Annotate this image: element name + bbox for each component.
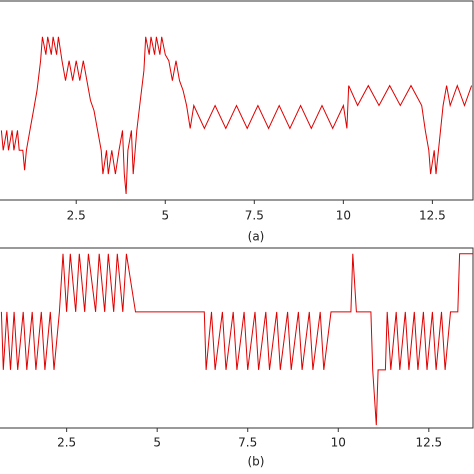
x-tick-label: 10 — [336, 209, 351, 223]
panel-caption: (b) — [248, 455, 265, 469]
x-tick-label: 7.5 — [238, 436, 257, 450]
plot-frame — [0, 0, 474, 201]
x-tick-label: 10 — [331, 436, 346, 450]
x-tick-label: 7.5 — [245, 209, 264, 223]
x-tick-label: 2.5 — [57, 436, 76, 450]
x-tick-label: 12.5 — [415, 436, 442, 450]
x-tick-label: 5 — [161, 209, 169, 223]
signal-line — [0, 36, 473, 195]
x-tick-label: 12.5 — [419, 209, 446, 223]
panel-caption: (a) — [248, 230, 265, 244]
signal-line — [0, 253, 473, 426]
x-tick-label: 5 — [153, 436, 161, 450]
x-tick-label: 2.5 — [67, 209, 86, 223]
plot-frame — [0, 247, 474, 429]
